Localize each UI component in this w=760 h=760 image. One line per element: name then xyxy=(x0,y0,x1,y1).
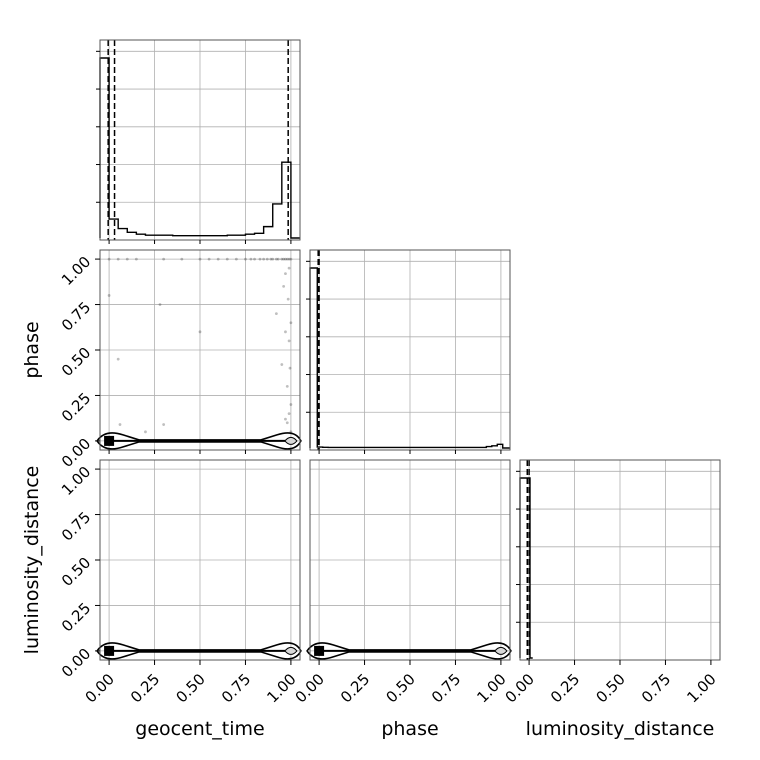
scatter-point xyxy=(118,423,122,426)
x-axis-label-phase: phase xyxy=(381,718,438,740)
scatter-point xyxy=(125,257,129,261)
density-fill xyxy=(284,436,298,445)
x-tick-label: 0.50 xyxy=(592,670,628,706)
scatter-point xyxy=(274,257,278,261)
scatter-point xyxy=(284,257,287,261)
y-tick-label: 0.00 xyxy=(58,645,94,681)
scatter-point xyxy=(162,423,166,426)
text-layer: 0.000.250.500.751.000.000.250.500.751.00… xyxy=(21,253,720,740)
y-axis-label-luminosity_distance: luminosity_distance xyxy=(21,466,43,655)
histogram-phase xyxy=(309,267,510,449)
x-tick-label: 0.75 xyxy=(218,670,254,706)
contour-line xyxy=(96,642,302,660)
scatter-point xyxy=(158,303,162,306)
contour-line xyxy=(96,432,302,450)
frames-layer xyxy=(95,39,721,665)
x-tick-label: 0.50 xyxy=(382,670,418,706)
scatter-point xyxy=(282,257,286,261)
scatter-point xyxy=(234,257,238,261)
scatter-point xyxy=(287,339,291,343)
scatter-point xyxy=(284,417,287,421)
x-axis-label-geocent_time: geocent_time xyxy=(135,718,264,740)
scatter-point xyxy=(258,257,262,261)
scatter-point xyxy=(285,421,289,425)
scatter-point xyxy=(180,257,184,261)
scatter-point xyxy=(276,257,280,261)
scatter-point xyxy=(289,257,293,261)
density-peak-marker xyxy=(314,645,325,656)
y-tick-label: 0.75 xyxy=(58,508,94,544)
scatter-point xyxy=(249,257,253,261)
y-tick-label: 1.00 xyxy=(58,463,94,499)
scatter-point xyxy=(253,257,256,261)
x-tick-label: 1.00 xyxy=(263,670,299,706)
scatter-point xyxy=(244,257,247,261)
density-peak-marker xyxy=(104,435,115,446)
scatter-point xyxy=(116,357,120,361)
y-tick-label: 0.00 xyxy=(58,435,94,471)
scatter-point xyxy=(280,363,284,366)
x-tick-label: 0.25 xyxy=(337,670,373,706)
scatter-point xyxy=(285,384,289,388)
data-layer xyxy=(96,40,533,660)
scatter-point xyxy=(198,330,202,334)
scatter-point xyxy=(284,330,287,334)
scatter-point xyxy=(287,266,291,270)
scatter-point xyxy=(280,257,284,261)
y-tick-label: 0.50 xyxy=(58,554,94,590)
scatter-point xyxy=(198,257,202,261)
scatter-point xyxy=(162,257,166,261)
scatter-point xyxy=(287,412,291,416)
histogram-luminosity_distance xyxy=(519,477,533,659)
scatter-point xyxy=(107,294,111,297)
scatter-point xyxy=(144,430,147,434)
scatter-point xyxy=(274,312,278,316)
x-tick-label: 0.25 xyxy=(127,670,163,706)
x-tick-label: 1.00 xyxy=(473,670,509,706)
x-tick-label: 0.00 xyxy=(292,670,328,706)
x-tick-label: 0.00 xyxy=(82,670,118,706)
density-fill xyxy=(284,646,298,655)
scatter-point xyxy=(289,403,293,406)
grid-layer xyxy=(100,40,720,660)
y-tick-label: 1.00 xyxy=(58,253,94,289)
y-tick-label: 0.75 xyxy=(58,298,94,334)
histogram-geocent_time xyxy=(99,57,300,239)
y-tick-label: 0.50 xyxy=(58,344,94,380)
x-tick-label: 0.75 xyxy=(428,670,464,706)
scatter-point xyxy=(225,257,229,261)
scatter-point xyxy=(287,257,291,261)
x-tick-label: 0.00 xyxy=(502,670,538,706)
x-tick-label: 0.25 xyxy=(547,670,583,706)
scatter-point xyxy=(271,257,275,261)
scatter-point xyxy=(265,257,269,261)
scatter-point xyxy=(282,284,286,288)
density-fill xyxy=(494,646,508,655)
x-tick-label: 0.50 xyxy=(172,670,208,706)
x-tick-label: 1.00 xyxy=(683,670,719,706)
scatter-point xyxy=(286,297,290,301)
density-peak-marker xyxy=(104,645,115,656)
scatter-point xyxy=(285,257,289,261)
scatter-point xyxy=(284,272,287,276)
scatter-point xyxy=(269,257,273,261)
scatter-point xyxy=(289,321,293,325)
scatter-point xyxy=(288,366,292,370)
x-tick-label: 0.75 xyxy=(638,670,674,706)
scatter-point xyxy=(262,257,266,261)
y-tick-label: 0.25 xyxy=(58,389,94,425)
x-axis-label-luminosity_distance: luminosity_distance xyxy=(526,718,715,740)
y-tick-label: 0.25 xyxy=(58,599,94,635)
y-axis-label-phase: phase xyxy=(21,321,43,378)
scatter-point xyxy=(134,257,138,261)
scatter-point xyxy=(107,257,111,261)
contour-line xyxy=(306,642,512,660)
scatter-point xyxy=(116,257,120,261)
scatter-point xyxy=(216,257,220,261)
scatter-point xyxy=(207,257,211,261)
